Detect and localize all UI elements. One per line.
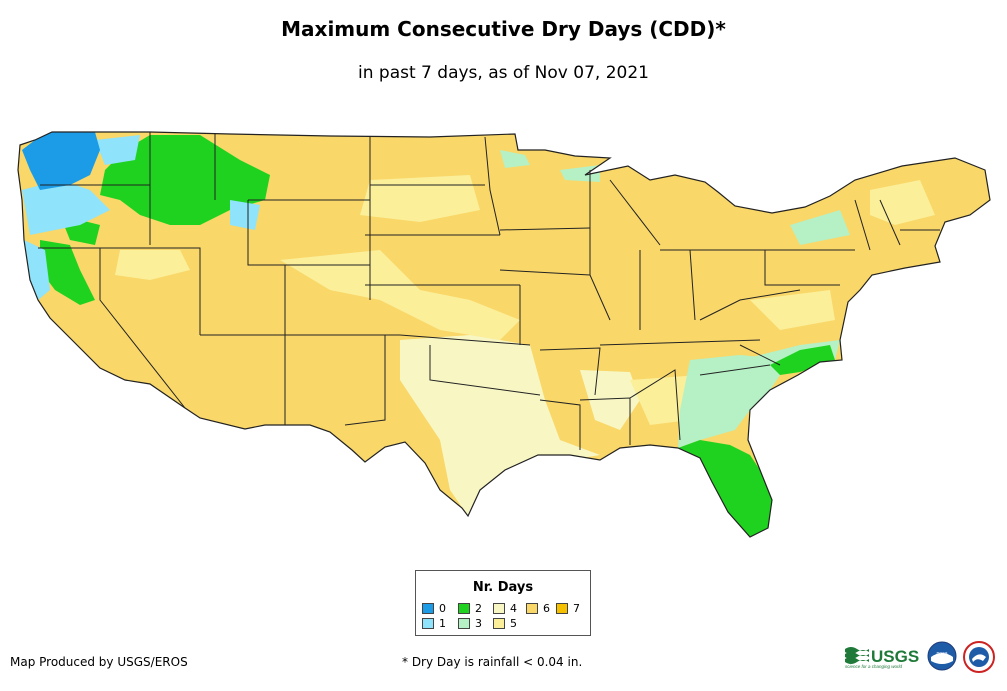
legend-label-0: 0 bbox=[439, 602, 446, 615]
legend-item-1: 1 bbox=[422, 618, 446, 630]
legend-title: Nr. Days bbox=[472, 580, 534, 595]
map-title: Maximum Consecutive Dry Days (CDD)* bbox=[281, 17, 726, 41]
legend-swatch-2 bbox=[458, 603, 470, 614]
nws-logo-icon bbox=[963, 641, 995, 673]
us-cdd-map bbox=[17, 131, 991, 538]
legend-item-3: 3 bbox=[458, 618, 482, 630]
legend-label-1: 1 bbox=[439, 617, 446, 630]
legend-label-6: 6 bbox=[543, 602, 550, 615]
legend-swatch-6 bbox=[526, 603, 538, 614]
legend-label-5: 5 bbox=[510, 617, 517, 630]
legend-swatch-5 bbox=[493, 618, 505, 629]
legend-swatch-7 bbox=[556, 603, 568, 614]
dry-day-footnote: * Dry Day is rainfall < 0.04 in. bbox=[402, 655, 583, 669]
noaa-logo-icon: noaa bbox=[927, 641, 957, 671]
usgs-logo-icon: USGS science for a changing world bbox=[845, 647, 919, 669]
legend-swatch-0 bbox=[422, 603, 434, 614]
legend-label-4: 4 bbox=[510, 602, 517, 615]
legend-swatch-1 bbox=[422, 618, 434, 629]
legend-label-7: 7 bbox=[573, 602, 580, 615]
legend-item-0: 0 bbox=[422, 603, 446, 615]
legend-item-6: 6 bbox=[526, 603, 550, 615]
legend-label-2: 2 bbox=[475, 602, 482, 615]
legend-item-2: 2 bbox=[458, 603, 482, 615]
legend-item-4: 4 bbox=[493, 603, 517, 615]
legend-label-3: 3 bbox=[475, 617, 482, 630]
legend-swatch-4 bbox=[493, 603, 505, 614]
usgs-tagline: science for a changing world bbox=[845, 664, 903, 669]
legend-swatch-3 bbox=[458, 618, 470, 629]
map-subtitle: in past 7 days, as of Nov 07, 2021 bbox=[358, 63, 649, 83]
noaa-logo-text: noaa bbox=[936, 651, 947, 657]
map-credit: Map Produced by USGS/EROS bbox=[10, 655, 188, 669]
legend-item-7: 7 bbox=[556, 603, 580, 615]
legend: Nr. Days 0 1 2 3 4 5 6 7 bbox=[415, 570, 591, 636]
usgs-logo-text: USGS bbox=[871, 647, 919, 666]
legend-item-5: 5 bbox=[493, 618, 517, 630]
